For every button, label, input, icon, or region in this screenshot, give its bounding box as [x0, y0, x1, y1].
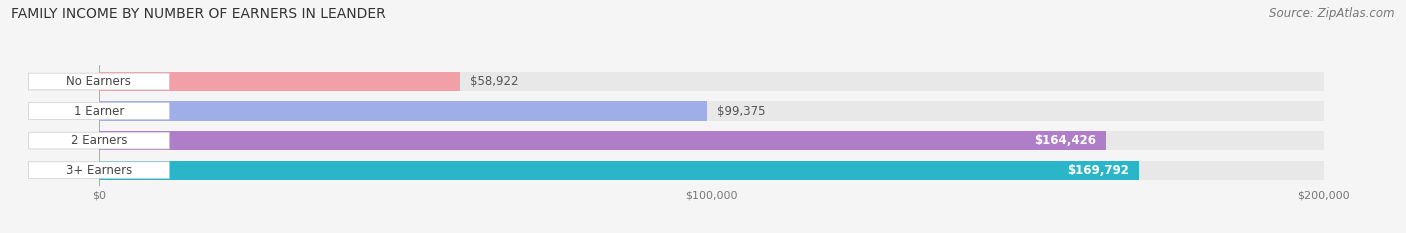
Text: Source: ZipAtlas.com: Source: ZipAtlas.com — [1270, 7, 1395, 20]
Bar — [98, 72, 1323, 91]
Bar — [98, 101, 1323, 121]
Text: $58,922: $58,922 — [470, 75, 517, 88]
Text: $99,375: $99,375 — [717, 105, 766, 117]
Bar — [98, 161, 1323, 180]
Bar — [98, 131, 1105, 150]
Bar — [98, 72, 460, 91]
Text: FAMILY INCOME BY NUMBER OF EARNERS IN LEANDER: FAMILY INCOME BY NUMBER OF EARNERS IN LE… — [11, 7, 387, 21]
FancyBboxPatch shape — [28, 162, 169, 178]
FancyBboxPatch shape — [28, 103, 169, 119]
Text: $169,792: $169,792 — [1067, 164, 1129, 177]
Bar — [98, 101, 707, 121]
Text: 3+ Earners: 3+ Earners — [66, 164, 132, 177]
Text: 1 Earner: 1 Earner — [73, 105, 124, 117]
Bar — [98, 131, 1323, 150]
Text: No Earners: No Earners — [66, 75, 131, 88]
Bar — [98, 161, 1139, 180]
Text: 2 Earners: 2 Earners — [70, 134, 127, 147]
FancyBboxPatch shape — [28, 73, 169, 90]
Text: $164,426: $164,426 — [1033, 134, 1097, 147]
FancyBboxPatch shape — [28, 132, 169, 149]
